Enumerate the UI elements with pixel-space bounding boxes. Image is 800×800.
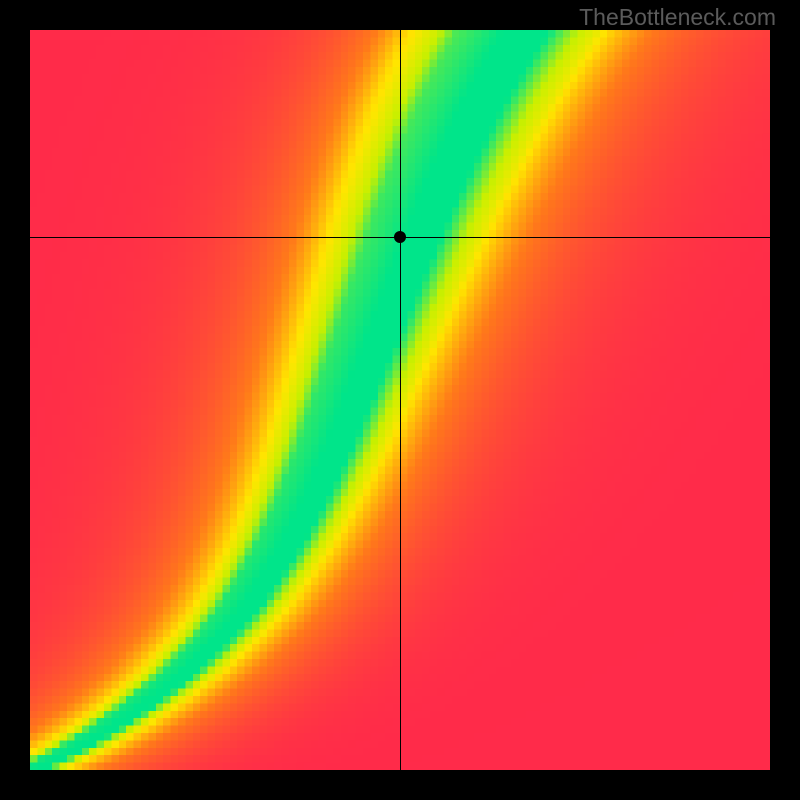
crosshair-vertical <box>400 30 401 770</box>
chart-container: TheBottleneck.com <box>0 0 800 800</box>
watermark-text: TheBottleneck.com <box>579 4 776 31</box>
